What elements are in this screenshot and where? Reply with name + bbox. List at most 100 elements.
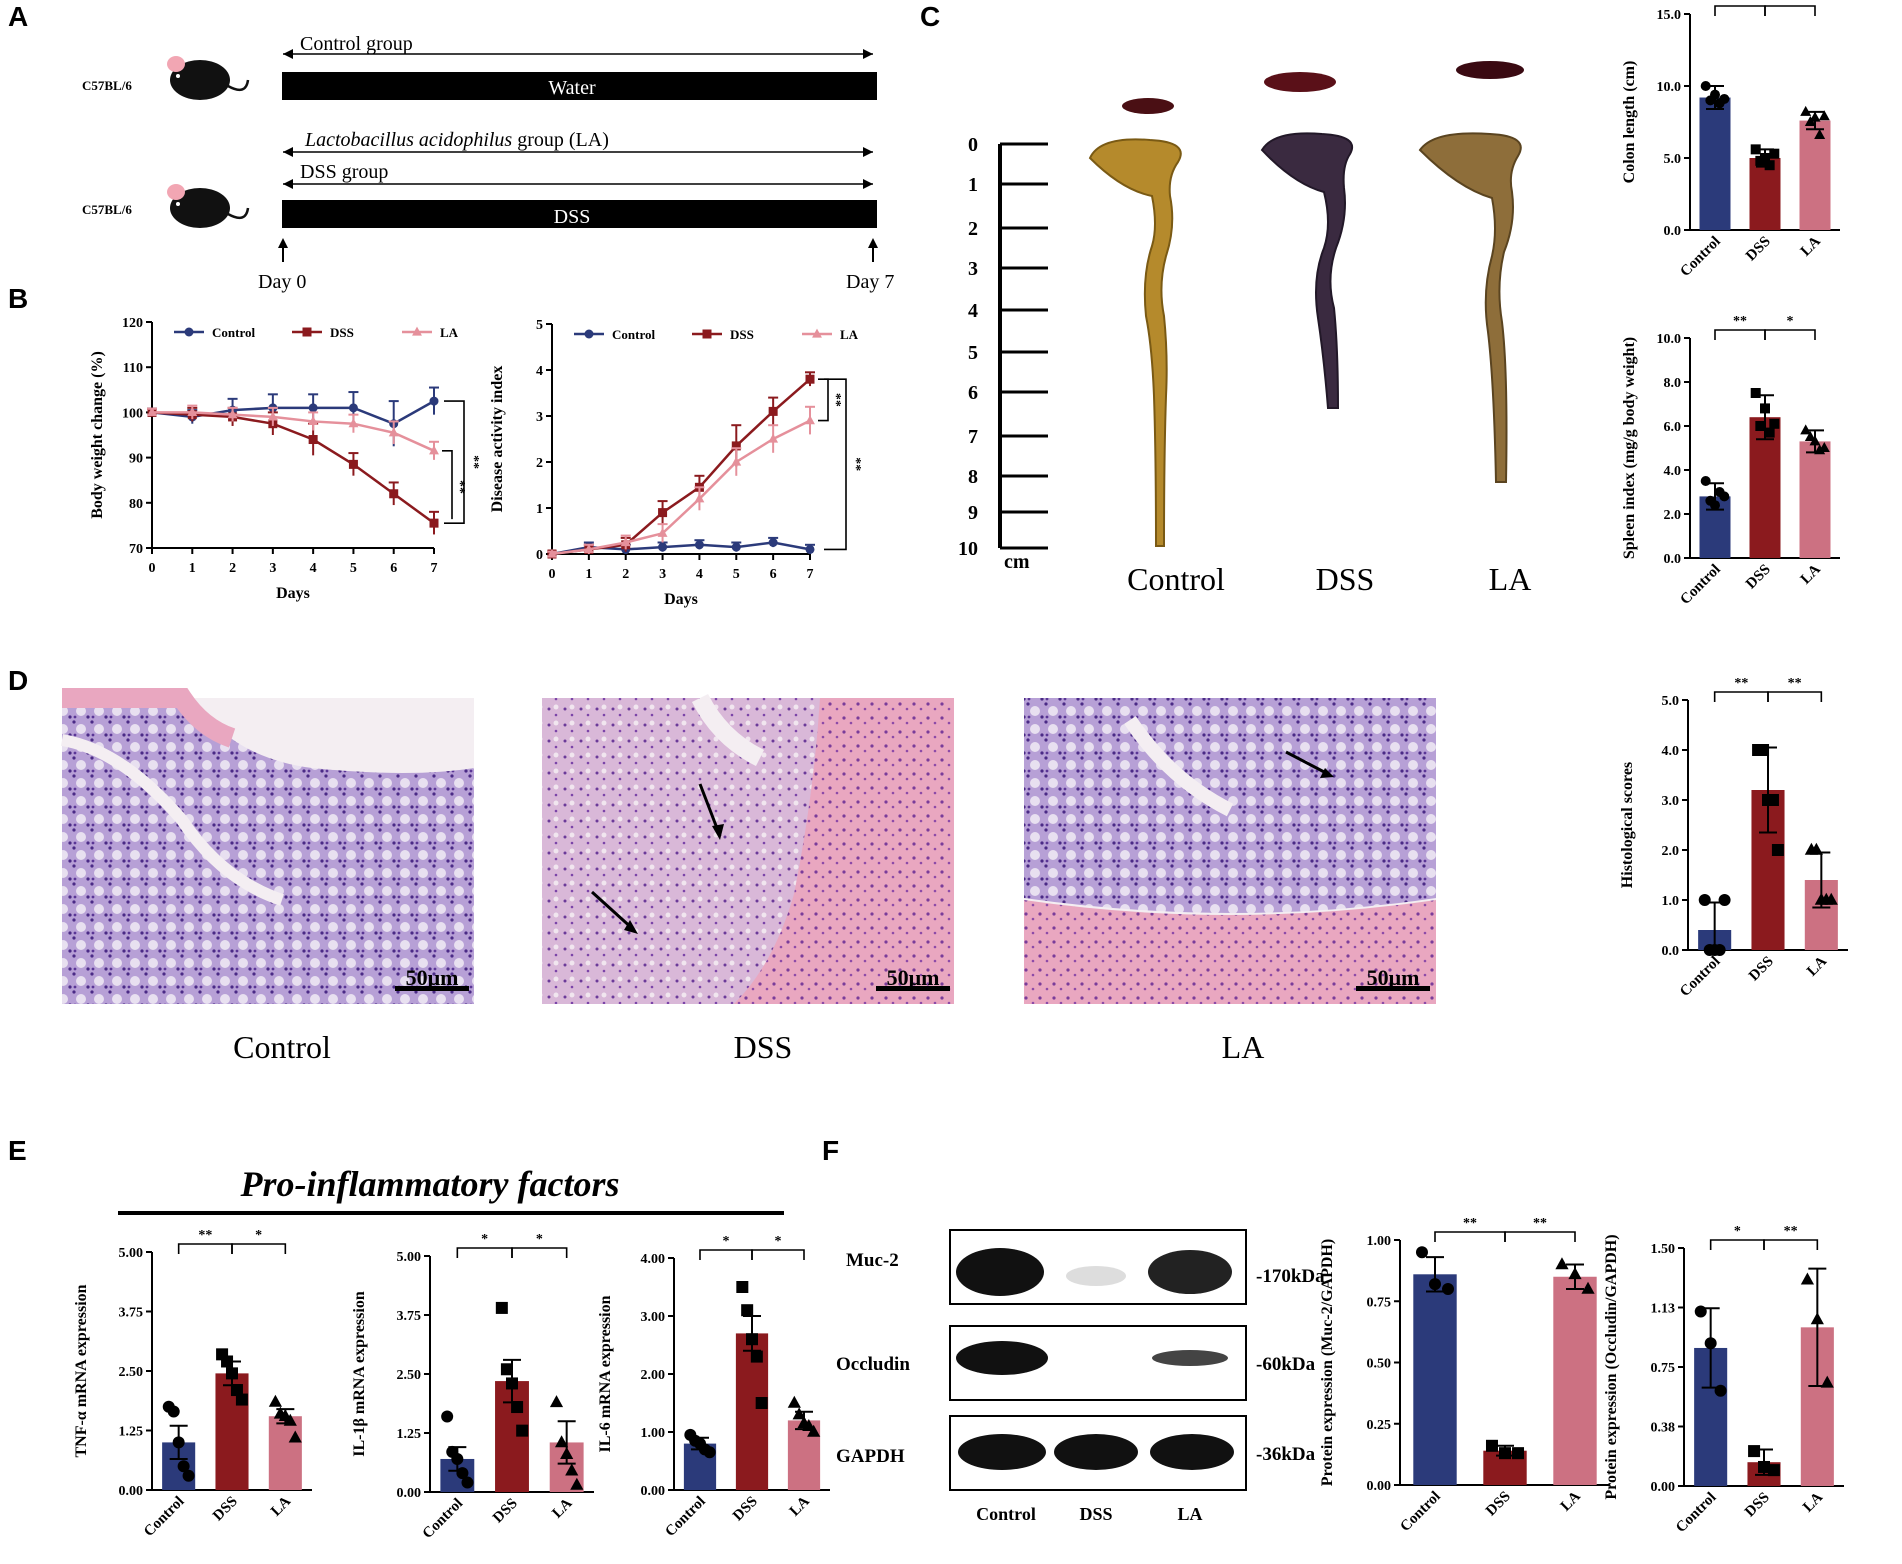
data-point — [1700, 476, 1711, 486]
histology-image-la: 50μm — [1024, 698, 1436, 1004]
y-tick-label: 2.0 — [1662, 844, 1680, 859]
data-point — [792, 1407, 806, 1420]
y-tick-label: 120 — [122, 316, 143, 331]
data-point — [451, 1452, 464, 1465]
data-point — [1710, 500, 1720, 511]
data-point — [227, 409, 238, 419]
data-point — [1769, 148, 1780, 159]
category-label-dss: DSS — [1743, 562, 1774, 593]
data-point — [1719, 491, 1730, 502]
ruler-tick-label: 5 — [968, 342, 978, 364]
y-tick-label: 0 — [536, 548, 543, 563]
significance-bracket — [1714, 5, 1766, 16]
chart-dai: 0 1 2 3 4 5 0 1 2 3 4 5 6 7 Days Disease activity index… — [489, 318, 863, 608]
data-point — [506, 1377, 518, 1390]
ruler-tick-label: 9 — [968, 502, 978, 524]
data-point — [1809, 111, 1821, 122]
x-tick-label: 1 — [189, 561, 196, 576]
data-point — [172, 1436, 185, 1449]
data-point — [1581, 1281, 1595, 1294]
blot-lane-control: Control — [976, 1504, 1036, 1524]
significance-bracket — [1713, 691, 1769, 702]
data-point — [731, 542, 741, 552]
x-tick-label: 0 — [149, 561, 156, 576]
data-point — [182, 1469, 195, 1482]
x-tick-label: 4 — [310, 561, 317, 576]
x-tick-label: 3 — [269, 561, 276, 576]
significance-label: ** — [466, 455, 481, 469]
y-tick-label: 2.50 — [397, 1368, 422, 1383]
chart-body_weight: 70 80 90 100 110 120 0 1 2 3 4 5 6 7 Days Body weight c… — [89, 316, 481, 602]
significance-bracket — [751, 1249, 805, 1260]
data-point — [429, 396, 439, 406]
ruler-tick-label: 7 — [968, 426, 978, 448]
ruler-tick-label: 2 — [968, 218, 978, 240]
data-point — [461, 1476, 474, 1489]
legend-marker — [184, 327, 194, 337]
category-label-la: LA — [1798, 561, 1824, 587]
y-tick-label: 1.25 — [397, 1427, 422, 1442]
data-point — [1750, 388, 1761, 398]
panel-letter-a: A — [8, 1, 28, 32]
y-tick-label: 4.0 — [1662, 744, 1680, 759]
ruler-tick-label: 0 — [968, 134, 978, 156]
category-label-dss: DSS — [1743, 234, 1774, 265]
x-tick-label: 1 — [585, 567, 592, 582]
mouse-label-top: C57BL/6 — [82, 78, 132, 93]
ruler-tick-label: 4 — [968, 300, 978, 322]
histology-label-la: LA — [1222, 1029, 1265, 1065]
data-point — [187, 407, 198, 416]
significance-label: * — [723, 1234, 730, 1249]
ruler-tick-label: 1 — [968, 174, 978, 196]
control-group-label: Control group — [300, 33, 413, 55]
data-point — [703, 1446, 716, 1459]
photo-label-la: LA — [1489, 561, 1532, 597]
data-point — [1809, 435, 1821, 446]
data-point — [348, 418, 359, 428]
significance-label: * — [775, 1234, 782, 1249]
data-point — [1718, 894, 1731, 906]
data-point — [741, 1304, 754, 1317]
data-point — [1710, 89, 1720, 100]
bar-control — [1413, 1274, 1457, 1485]
data-point — [389, 489, 399, 499]
data-point — [768, 538, 778, 547]
significance-label: ** — [1734, 676, 1748, 691]
bar-la — [1799, 120, 1831, 230]
data-point — [807, 1424, 821, 1437]
legend-label-la: LA — [840, 327, 859, 342]
data-point — [429, 518, 439, 528]
significance-label: ** — [1463, 1216, 1477, 1231]
y-tick-label: 3.75 — [119, 1306, 144, 1321]
x-tick-label: 5 — [733, 567, 740, 582]
chart-occludin_protein: 0.00 0.38 0.75 1.13 1.50 Protein expression (… — [1603, 1224, 1844, 1536]
y-tick-label: 5.00 — [119, 1246, 144, 1261]
category-label-control: Control — [1677, 954, 1723, 1000]
series-line-dss — [151, 411, 435, 525]
y-axis-label: Disease activity index — [489, 366, 506, 513]
data-point — [768, 406, 778, 416]
data-point — [1698, 894, 1711, 906]
bar-la — [268, 1416, 302, 1490]
significance-label: * — [481, 1232, 488, 1247]
y-axis-label: Histological scores — [1619, 762, 1636, 888]
spleen-dss — [1264, 72, 1336, 92]
mouse-icon — [167, 56, 250, 100]
legend-marker — [412, 326, 422, 336]
chart-il1b: 0.00 1.25 2.50 3.75 5.00 IL-1β mRNA expressio… — [351, 1232, 594, 1542]
ruler-ticks: 0 1 2 3 4 5 6 7 8 9 10 — [958, 134, 1048, 560]
data-point — [147, 407, 157, 416]
y-tick-label: 5.00 — [397, 1250, 422, 1265]
scale-bar-control: 50μm — [406, 965, 459, 990]
y-tick-label: 0.00 — [641, 1484, 666, 1499]
data-point — [1800, 424, 1812, 435]
bar-la — [1553, 1276, 1597, 1485]
colon-control — [1088, 138, 1182, 547]
data-point — [1800, 1272, 1815, 1285]
data-point — [768, 433, 779, 443]
y-tick-label: 1.25 — [119, 1425, 144, 1440]
category-label-control: Control — [420, 1496, 466, 1542]
y-tick-label: 3.0 — [1662, 794, 1680, 809]
data-point — [1512, 1447, 1525, 1460]
